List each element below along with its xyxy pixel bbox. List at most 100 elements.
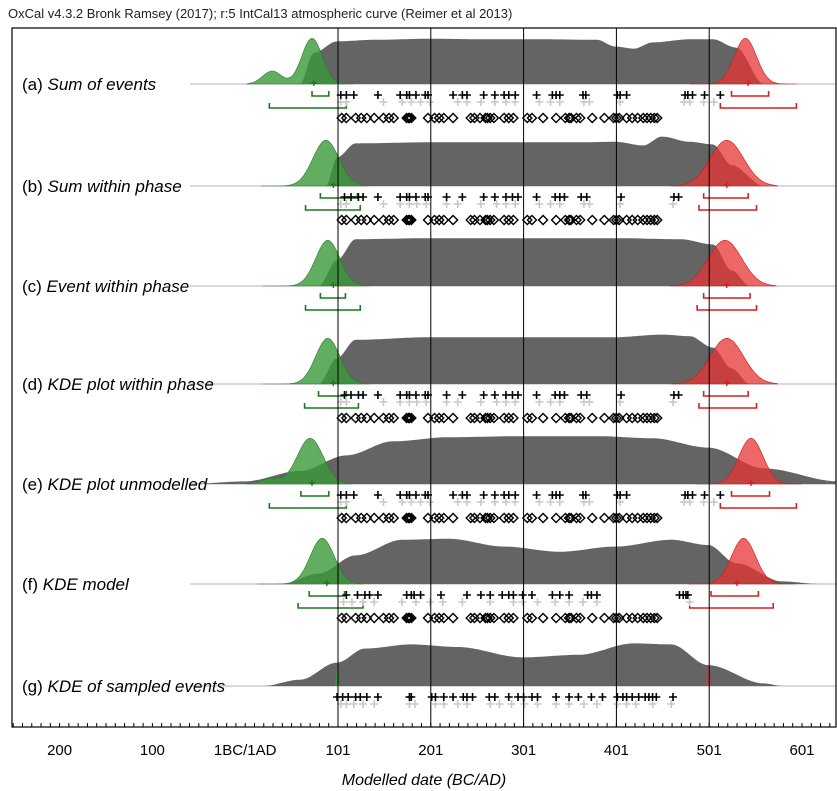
date-mark [532, 391, 541, 399]
date-mark-light [533, 700, 542, 708]
date-diamond [626, 512, 638, 524]
date-diamond [336, 214, 348, 226]
x-tick-label: 100 [140, 742, 165, 759]
date-mark-light [535, 98, 544, 106]
date-diamond [651, 612, 663, 624]
date-diamond [447, 412, 459, 424]
date-diamond [498, 612, 510, 624]
date-diamond [350, 512, 362, 524]
date-diamond [488, 412, 500, 424]
date-diamond [550, 214, 562, 226]
panel-g [190, 643, 836, 708]
date-mark [373, 491, 382, 499]
date-diamond [401, 412, 413, 424]
end-range-68 [702, 293, 751, 299]
start-median-mark [330, 380, 337, 386]
date-diamond [586, 412, 598, 424]
date-mark [560, 391, 569, 399]
date-diamond [465, 512, 477, 524]
date-diamond [377, 612, 389, 624]
date-diamond [388, 412, 400, 424]
date-diamond [574, 112, 586, 124]
date-diamond [563, 214, 575, 226]
date-mark-light [533, 598, 542, 606]
date-diamond [401, 214, 413, 226]
panel-label-f: (f) KDE model [22, 575, 130, 594]
date-diamond [574, 214, 586, 226]
panel-letter: (b) [22, 177, 48, 196]
date-mark-light [631, 700, 640, 708]
date-diamond [433, 612, 445, 624]
date-diamond [498, 512, 510, 524]
start-median-mark [330, 282, 337, 288]
end-range-68 [730, 91, 770, 97]
end-range-95 [698, 403, 758, 409]
date-diamond [361, 112, 373, 124]
date-diamond [526, 214, 538, 226]
date-mark [555, 591, 564, 599]
date-mark [532, 491, 541, 499]
date-mark-light [585, 200, 594, 208]
date-mark-light [379, 398, 388, 406]
date-mark-light [416, 98, 425, 106]
date-diamond [648, 612, 660, 624]
date-mark-light [342, 700, 351, 708]
date-mark-light [458, 598, 467, 606]
date-diamond [377, 412, 389, 424]
start-range-68 [317, 391, 348, 397]
date-diamond [586, 612, 598, 624]
date-diamond [355, 612, 367, 624]
date-diamond [507, 512, 519, 524]
date-diamond [550, 612, 562, 624]
end-median-mark [734, 580, 741, 586]
date-mark [479, 91, 488, 99]
date-diamond [484, 512, 496, 524]
date-diamond [368, 612, 380, 624]
date-mark-light [438, 598, 447, 606]
date-diamond [503, 512, 515, 524]
date-diamond [340, 214, 352, 226]
start-range-95 [268, 103, 348, 109]
date-mark-light [398, 98, 407, 106]
date-mark-light [616, 98, 625, 106]
date-diamond [651, 512, 663, 524]
panel-letter: (g) [22, 677, 48, 696]
date-mark-light [453, 700, 462, 708]
date-diamond [503, 112, 515, 124]
date-mark [582, 391, 591, 399]
end-median-mark [745, 80, 752, 86]
date-mark [617, 193, 626, 201]
date-diamond [368, 412, 380, 424]
date-mark-light [709, 98, 718, 106]
date-mark [509, 591, 518, 599]
date-mark-light [342, 498, 351, 506]
date-diamond [563, 612, 575, 624]
date-diamond [521, 214, 533, 226]
date-mark-light [685, 598, 694, 606]
date-mark-light [347, 598, 356, 606]
panel-title: Sum within phase [48, 177, 182, 196]
date-mark [344, 693, 353, 701]
date-mark [622, 91, 631, 99]
date-mark [373, 693, 382, 701]
date-mark [555, 491, 564, 499]
date-diamond [648, 112, 660, 124]
date-diamond [651, 112, 663, 124]
date-mark [479, 193, 488, 201]
date-diamond [438, 214, 450, 226]
date-mark-light [439, 700, 448, 708]
end-distribution [670, 337, 779, 385]
date-mark-light [546, 498, 555, 506]
date-diamond [632, 214, 644, 226]
date-mark-light [501, 98, 510, 106]
date-diamond [507, 612, 519, 624]
date-mark [565, 591, 574, 599]
date-diamond [637, 214, 649, 226]
panel-label-b: (b) Sum within phase [22, 177, 182, 196]
date-mark [490, 693, 499, 701]
date-mark-light [492, 200, 501, 208]
date-mark-light [648, 700, 657, 708]
date-mark-light [453, 200, 462, 208]
date-mark-light [462, 700, 471, 708]
